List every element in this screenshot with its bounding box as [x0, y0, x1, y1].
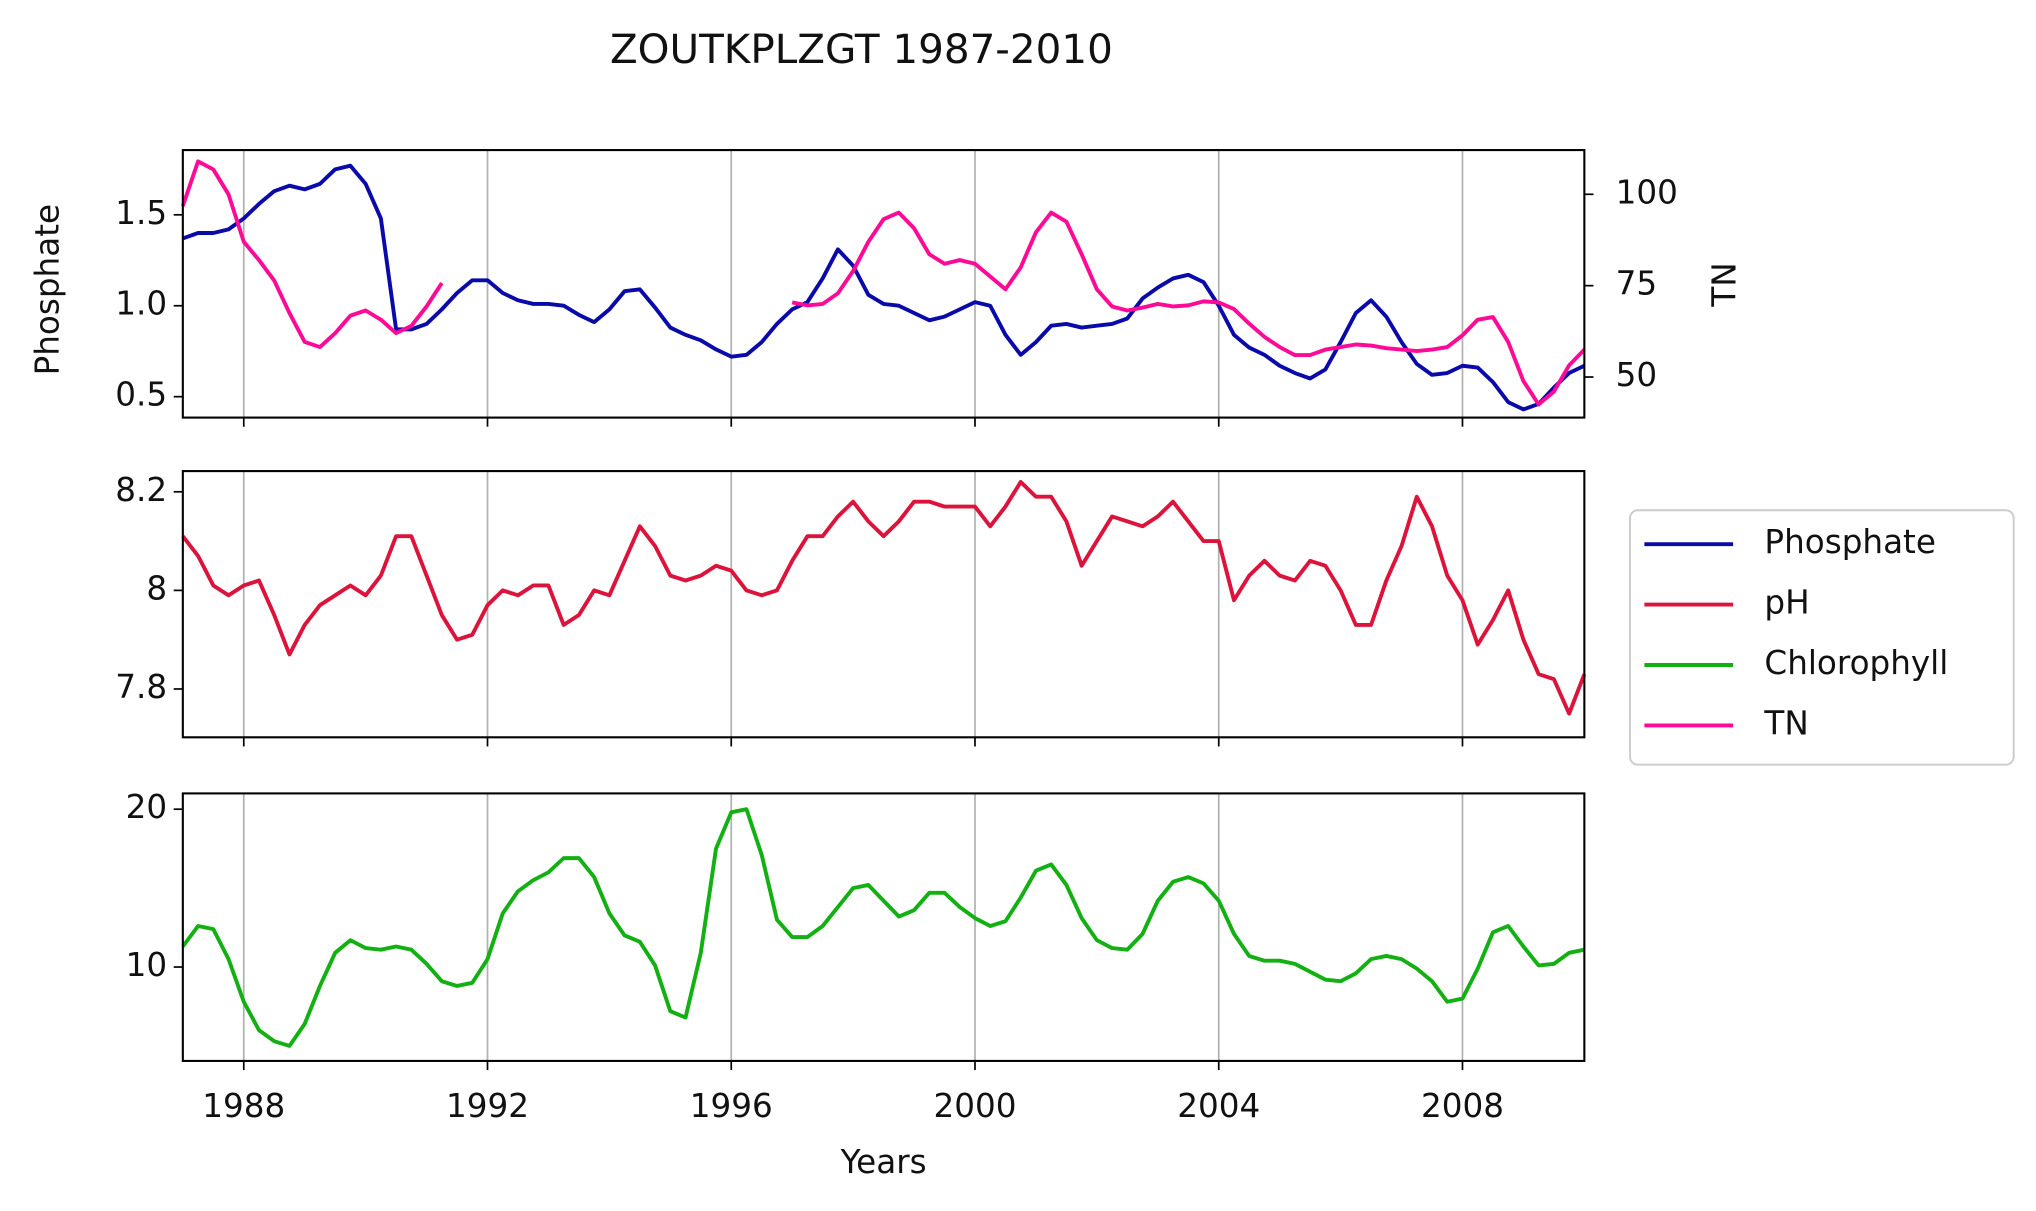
legend-label: Phosphate	[1764, 523, 1935, 561]
y2-axis-label: TN	[1706, 262, 1744, 307]
y-tick-label: 10	[126, 946, 167, 984]
x-tick-label: 2000	[933, 1087, 1016, 1125]
y2-tick-label: 50	[1616, 356, 1657, 394]
plot-frame	[181, 149, 1586, 419]
plot-frame	[181, 792, 1586, 1062]
y-tick-label: 1.0	[115, 285, 167, 323]
y-tick-label: 8.2	[115, 471, 167, 509]
x-tick-label: 1988	[202, 1087, 285, 1125]
x-tick-label: 2008	[1421, 1087, 1504, 1125]
line-series	[181, 807, 1585, 1048]
y-axis-label: Phosphate	[29, 204, 67, 375]
y-tick-label: 7.8	[115, 668, 167, 706]
x-tick-label: 1992	[446, 1087, 529, 1125]
y-tick-label: 8	[146, 569, 167, 607]
plot-frame	[181, 470, 1586, 739]
legend-label: pH	[1764, 584, 1809, 622]
line-series	[180, 159, 1586, 407]
legend-box	[1629, 509, 2015, 766]
x-axis-label: Years	[840, 1143, 927, 1181]
x-tick-label: 2004	[1177, 1087, 1260, 1125]
y-tick-label: 20	[126, 788, 167, 826]
legend-label: TN	[1763, 704, 1808, 742]
x-tick-label: 1996	[690, 1087, 773, 1125]
y2-tick-label: 100	[1616, 173, 1678, 211]
y-tick-label: 1.5	[115, 194, 167, 232]
line-series	[182, 163, 1586, 412]
legend-label: Chlorophyll	[1764, 644, 1948, 682]
y-tick-label: 0.5	[115, 376, 167, 414]
y2-tick-label: 75	[1616, 265, 1657, 303]
chart-title: ZOUTKPLZGT 1987-2010	[610, 25, 1113, 73]
line-series	[181, 479, 1587, 716]
